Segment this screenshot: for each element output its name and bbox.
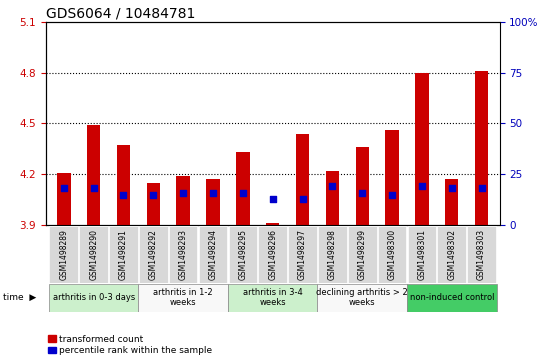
Text: GSM1498297: GSM1498297 xyxy=(298,229,307,280)
Point xyxy=(119,192,128,197)
Bar xyxy=(445,179,458,225)
Bar xyxy=(415,73,429,225)
Text: GSM1498298: GSM1498298 xyxy=(328,229,337,280)
Legend: transformed count, percentile rank within the sample: transformed count, percentile rank withi… xyxy=(48,335,213,355)
FancyBboxPatch shape xyxy=(288,226,317,282)
Text: GSM1498300: GSM1498300 xyxy=(388,229,396,280)
Point xyxy=(179,189,187,195)
Point xyxy=(328,184,337,189)
Bar xyxy=(266,223,279,225)
Text: GSM1498295: GSM1498295 xyxy=(238,229,247,280)
Text: declining arthritis > 2
weeks: declining arthritis > 2 weeks xyxy=(316,288,408,307)
Point xyxy=(298,196,307,201)
Point xyxy=(358,189,367,195)
Point xyxy=(477,185,486,191)
Text: GSM1498290: GSM1498290 xyxy=(89,229,98,280)
Text: GSM1498292: GSM1498292 xyxy=(149,229,158,280)
Text: GSM1498301: GSM1498301 xyxy=(417,229,427,280)
Text: arthritis in 0-3 days: arthritis in 0-3 days xyxy=(52,293,135,302)
FancyBboxPatch shape xyxy=(258,226,287,282)
Text: GSM1498303: GSM1498303 xyxy=(477,229,486,280)
FancyBboxPatch shape xyxy=(138,284,228,311)
Point xyxy=(268,196,277,201)
Point xyxy=(239,189,247,195)
Bar xyxy=(177,176,190,225)
FancyBboxPatch shape xyxy=(408,226,436,282)
Text: GSM1498291: GSM1498291 xyxy=(119,229,128,280)
FancyBboxPatch shape xyxy=(348,226,376,282)
Text: arthritis in 1-2
weeks: arthritis in 1-2 weeks xyxy=(153,288,213,307)
Text: time  ▶: time ▶ xyxy=(3,293,36,302)
Text: non-induced control: non-induced control xyxy=(409,293,494,302)
Point xyxy=(448,185,456,191)
Point xyxy=(89,185,98,191)
FancyBboxPatch shape xyxy=(407,284,496,311)
Text: GSM1498294: GSM1498294 xyxy=(208,229,218,280)
FancyBboxPatch shape xyxy=(318,284,407,311)
Text: GSM1498293: GSM1498293 xyxy=(179,229,188,280)
Text: GDS6064 / 10484781: GDS6064 / 10484781 xyxy=(46,7,195,21)
Text: GSM1498302: GSM1498302 xyxy=(447,229,456,280)
FancyBboxPatch shape xyxy=(50,226,78,282)
Bar xyxy=(87,125,100,225)
Bar xyxy=(117,146,130,225)
Text: arthritis in 3-4
weeks: arthritis in 3-4 weeks xyxy=(243,288,302,307)
Bar xyxy=(206,179,220,225)
Bar xyxy=(386,130,399,225)
FancyBboxPatch shape xyxy=(467,226,496,282)
Bar xyxy=(296,134,309,225)
FancyBboxPatch shape xyxy=(378,226,407,282)
Bar xyxy=(355,147,369,225)
Point xyxy=(59,185,68,191)
Point xyxy=(417,184,426,189)
Bar xyxy=(326,171,339,225)
Bar xyxy=(475,71,488,225)
Point xyxy=(388,192,396,197)
FancyBboxPatch shape xyxy=(109,226,138,282)
Bar xyxy=(236,152,249,225)
FancyBboxPatch shape xyxy=(228,284,318,311)
FancyBboxPatch shape xyxy=(437,226,466,282)
Point xyxy=(208,189,217,195)
Text: GSM1498289: GSM1498289 xyxy=(59,229,68,280)
Bar xyxy=(147,183,160,225)
FancyBboxPatch shape xyxy=(139,226,167,282)
Point xyxy=(149,192,158,197)
FancyBboxPatch shape xyxy=(199,226,227,282)
FancyBboxPatch shape xyxy=(49,284,138,311)
Text: GSM1498299: GSM1498299 xyxy=(357,229,367,280)
Text: GSM1498296: GSM1498296 xyxy=(268,229,277,280)
FancyBboxPatch shape xyxy=(169,226,198,282)
FancyBboxPatch shape xyxy=(79,226,108,282)
Bar xyxy=(57,172,71,225)
FancyBboxPatch shape xyxy=(318,226,347,282)
FancyBboxPatch shape xyxy=(228,226,257,282)
